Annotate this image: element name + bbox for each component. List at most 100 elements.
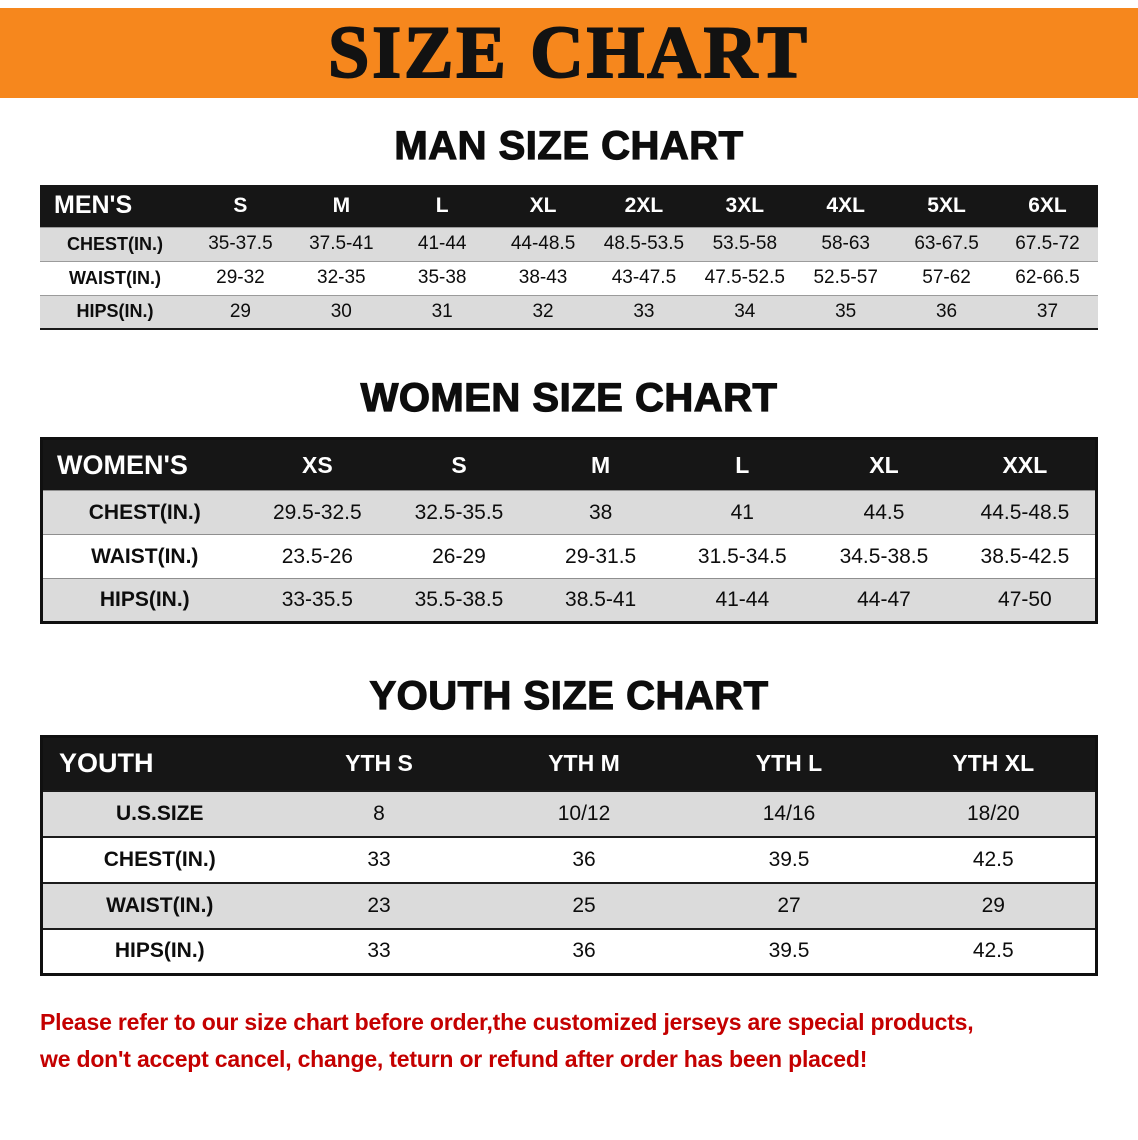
table-cell: 33	[367, 939, 391, 963]
table-cell: 25	[572, 893, 596, 917]
row-label: U.S.SIZE	[115, 801, 204, 825]
footer-line-1: Please refer to our size chart before or…	[40, 1009, 974, 1035]
men-section-heading: MAN SIZE CHART	[394, 123, 744, 168]
table-cell: 36	[572, 847, 596, 871]
row-label: CHEST(IN.)	[67, 233, 163, 254]
table-cell: 23.5-26	[281, 544, 353, 568]
table-cell: 52.5-57	[813, 267, 878, 288]
table-cell: 38	[588, 500, 613, 524]
table-cell: 31	[431, 300, 453, 322]
table-row: U.S.SIZE 8 10/12 14/16 18/20	[41, 790, 1097, 837]
table-row: CHEST(IN.) 35-37.5 37.5-41 41-44 44-48.5 48.5…	[40, 227, 1098, 261]
table-cell: 37	[1036, 300, 1059, 322]
table-cell: 62-66.5	[1015, 267, 1080, 288]
table-cell: 33	[367, 847, 391, 871]
table-cell: 35.5-38.5	[414, 588, 504, 611]
table-cell: 37.5-41	[309, 233, 374, 254]
table-row: CHEST(IN.) 33 36 39.5 42.5	[41, 836, 1097, 883]
table-group-label: MEN'S	[40, 185, 190, 227]
table-cell: 48.5-53.5	[603, 233, 685, 254]
table-cell: 41	[730, 500, 754, 524]
row-label: HIPS(IN.)	[76, 301, 154, 322]
table-row: HIPS(IN.) 29 30 31 32 33 34 35 36 37	[40, 295, 1098, 329]
table-header-cell: XL	[492, 185, 594, 227]
table-row: CHEST(IN.) 29.5-32.5 32.5-35.5 38 41 44.5 44.5…	[41, 490, 1097, 535]
table-cell: 29	[981, 893, 1005, 917]
table-cell: 63-67.5	[914, 233, 979, 254]
table-cell: 58-63	[821, 233, 870, 254]
footer-note: Please refer to our size chart before or…	[40, 1004, 1138, 1078]
table-header-row: MEN'S S M L XL 2XL 3XL 4XL 5XL 6XL	[40, 185, 1098, 227]
table-cell: 38-43	[518, 267, 568, 288]
table-cell: 26-29	[432, 544, 486, 568]
table-header-cell: S	[190, 185, 291, 227]
table-cell: 38.5-41	[565, 588, 637, 611]
youth-section-heading: YOUTH SIZE CHART	[369, 673, 769, 718]
size-chart-page: SIZE CHART MAN SIZE CHART MEN'S S M L XL 2XL 3…	[0, 8, 1138, 1078]
section-youth: YOUTH SIZE CHART YOUTH YTH S YTH M YTH L YTH…	[0, 673, 1138, 976]
banner: SIZE CHART	[0, 8, 1138, 98]
table-header-cell: L	[671, 438, 814, 491]
table-cell: 35-37.5	[208, 233, 273, 254]
table-cell: 47.5-52.5	[704, 267, 785, 288]
table-header-cell: YTH M	[481, 736, 687, 791]
footer-line-2: we don't accept cancel, change, teturn o…	[40, 1045, 868, 1072]
table-cell: 41-44	[715, 588, 770, 611]
table-header-row: YOUTH YTH S YTH M YTH L YTH XL	[41, 736, 1097, 791]
table-row: HIPS(IN.) 33-35.5 35.5-38.5 38.5-41 41-44 44-…	[41, 578, 1097, 623]
table-cell: 43-47.5	[611, 267, 677, 288]
section-women: WOMEN SIZE CHART WOMEN'S XS S M L XL XXL CHEST(…	[0, 375, 1138, 624]
row-label: WAIST(IN.)	[91, 544, 199, 568]
table-cell: 33-35.5	[281, 588, 353, 611]
women-section-heading: WOMEN SIZE CHART	[360, 375, 778, 420]
table-cell: 41-44	[417, 233, 467, 254]
table-cell: 32-35	[317, 267, 366, 288]
table-header-cell: YTH XL	[891, 736, 1097, 791]
table-cell: 34.5-38.5	[839, 544, 929, 568]
table-row: WAIST(IN.) 23.5-26 26-29 29-31.5 31.5-34.5 34…	[41, 534, 1097, 579]
table-cell: 57-62	[922, 267, 971, 288]
table-cell: 44.5-48.5	[980, 500, 1070, 524]
table-row: WAIST(IN.) 29-32 32-35 35-38 38-43 43-47.5 47.…	[40, 261, 1098, 295]
table-header-cell: 5XL	[896, 185, 997, 227]
table-cell: 31.5-34.5	[697, 544, 787, 568]
table-header-cell: S	[388, 438, 530, 491]
table-header-cell: M	[529, 438, 672, 491]
table-group-label: WOMEN'S	[41, 438, 247, 491]
table-header-cell: 3XL	[694, 185, 796, 227]
table-cell: 42.5	[972, 847, 1014, 871]
table-cell: 36	[572, 939, 596, 963]
row-label: HIPS(IN.)	[114, 939, 205, 963]
table-row: WAIST(IN.) 23 25 27 29	[41, 882, 1097, 929]
row-label: CHEST(IN.)	[103, 847, 216, 871]
row-label: WAIST(IN.)	[106, 893, 214, 917]
table-cell: 8	[373, 801, 385, 825]
table-cell: 23	[367, 893, 391, 917]
table-cell: 44.5	[863, 500, 905, 524]
table-cell: 53.5-58	[712, 233, 778, 254]
table-cell: 44-48.5	[510, 233, 576, 254]
table-cell: 30	[330, 300, 352, 322]
table-header-cell: 4XL	[795, 185, 897, 227]
table-cell: 42.5	[972, 939, 1014, 963]
table-cell: 27	[777, 893, 801, 917]
row-label: HIPS(IN.)	[99, 588, 190, 611]
table-cell: 32.5-35.5	[414, 500, 504, 524]
table-cell: 35-38	[417, 267, 467, 288]
table-header-cell: XXL	[954, 438, 1097, 491]
table-cell: 14/16	[762, 801, 816, 825]
women-size-table: WOMEN'S XS S M L XL XXL CHEST(IN.) 29.5-32.5 32.5…	[40, 437, 1098, 624]
page-title: SIZE CHART	[327, 12, 810, 94]
table-cell: 34	[734, 300, 756, 322]
table-cell: 67.5-72	[1015, 233, 1080, 254]
table-cell: 10/12	[557, 801, 611, 825]
table-header-cell: XS	[246, 438, 389, 491]
table-cell: 36	[935, 300, 958, 322]
table-header-row: WOMEN'S XS S M L XL XXL	[41, 438, 1097, 491]
table-cell: 29-32	[216, 267, 265, 288]
table-cell: 39.5	[768, 939, 810, 963]
table-header-cell: XL	[813, 438, 955, 491]
table-header-cell: YTH L	[686, 736, 892, 791]
table-cell: 35	[835, 300, 857, 322]
table-cell: 18/20	[966, 801, 1020, 825]
